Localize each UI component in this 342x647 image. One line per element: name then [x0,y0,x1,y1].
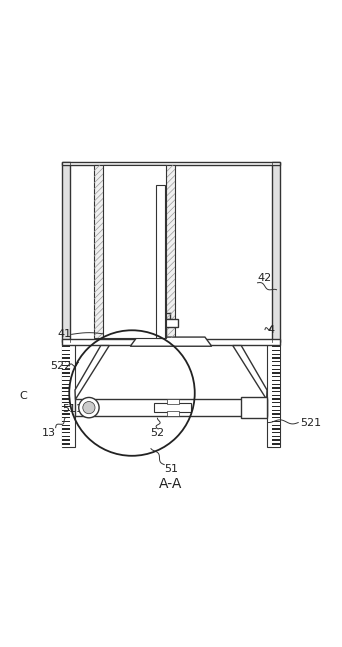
Bar [272,340,279,447]
Bar [272,441,279,443]
Bar [63,411,70,413]
Bar [272,162,279,342]
Bar [272,344,279,346]
Bar [272,392,279,395]
Bar [272,358,279,361]
Bar [272,422,279,424]
Bar [272,385,279,388]
Bar [63,419,70,421]
Text: 52: 52 [150,428,165,438]
Bar [63,162,279,165]
Bar [63,340,70,447]
Bar [63,389,70,391]
Bar [272,373,279,376]
Bar [167,411,179,416]
Bar [272,415,279,417]
Bar [272,362,279,365]
Bar [63,362,70,365]
Polygon shape [233,345,267,399]
Bar [63,426,70,428]
Text: 4: 4 [267,325,275,334]
Bar [272,370,279,372]
Bar [272,437,279,439]
Bar [272,430,279,432]
Bar [75,399,267,416]
Bar [63,358,70,361]
Bar [63,422,70,424]
Bar [167,399,179,404]
Bar [156,320,178,327]
Bar [272,411,279,413]
Bar [63,339,279,345]
Bar [272,433,279,435]
Text: A-A: A-A [159,477,183,490]
Bar [63,444,70,447]
Bar [272,366,279,369]
Bar [63,373,70,376]
Text: 521: 521 [300,417,321,428]
Polygon shape [75,345,109,399]
Bar [63,404,70,406]
Bar [63,437,70,439]
Bar [272,404,279,406]
Bar [63,433,70,435]
Text: 13: 13 [42,428,56,438]
Bar [63,392,70,395]
Bar [63,377,70,380]
Circle shape [79,397,99,418]
Bar [63,415,70,417]
Bar [103,165,166,338]
Bar [267,340,279,447]
Bar [63,340,75,447]
Bar [272,444,279,447]
Bar [272,377,279,380]
Bar [241,397,267,419]
Bar [272,396,279,399]
Text: 42: 42 [257,272,272,283]
Bar [272,381,279,384]
Bar [94,165,175,338]
Text: 41: 41 [57,329,71,340]
Bar [63,344,70,346]
Text: 522: 522 [50,361,71,371]
Bar [63,351,70,354]
Bar [63,407,70,410]
Bar [154,403,192,412]
Text: C: C [19,391,27,401]
Bar [63,441,70,443]
Bar [63,400,70,402]
Bar [63,370,70,372]
Bar [63,355,70,357]
Text: 511: 511 [62,404,83,414]
Bar [272,426,279,428]
Bar [272,351,279,354]
Bar [63,396,70,399]
Text: 51: 51 [164,464,178,474]
Bar [272,407,279,410]
Bar [63,162,70,342]
Polygon shape [130,337,212,346]
Bar [63,381,70,384]
Bar [63,347,70,350]
Bar [272,389,279,391]
Bar [272,347,279,350]
Circle shape [83,402,95,413]
Bar [272,355,279,357]
Bar [272,419,279,421]
Bar [63,366,70,369]
Bar [63,385,70,388]
Bar [63,430,70,432]
Bar [156,186,165,338]
Bar [94,165,175,338]
Bar [272,400,279,402]
